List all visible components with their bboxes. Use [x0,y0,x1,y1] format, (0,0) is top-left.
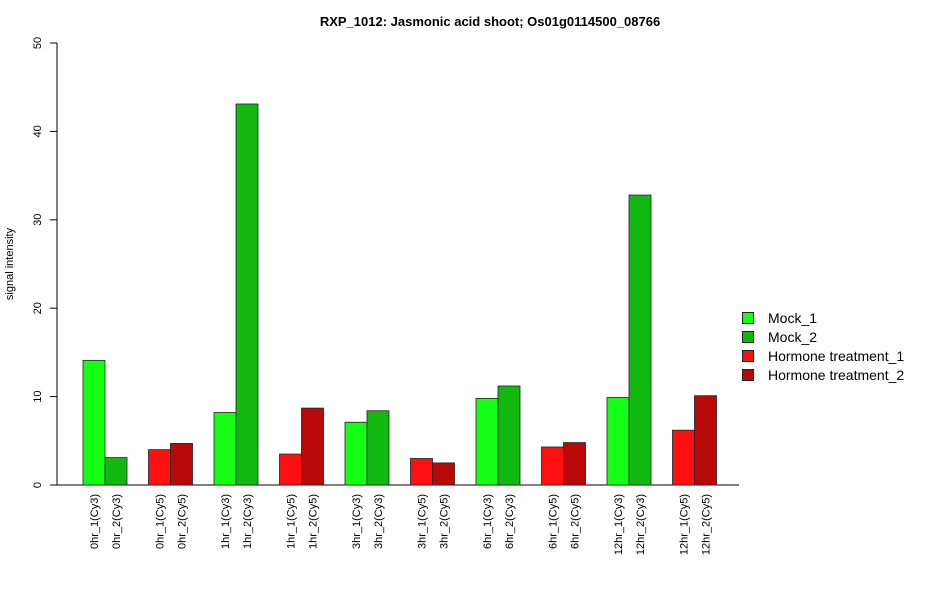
x-tick-label: 3hr_2(Cy3) [373,494,385,549]
x-tick-label: 1hr_2(Cy5) [308,494,320,549]
legend-swatch [742,349,754,362]
bar-12hr_1(Cy3) [606,397,630,486]
bar-12hr_1(Cy5) [672,429,695,486]
legend-item-hormone-2: Hormone treatment_2 [742,365,904,384]
x-tick-label: 12hr_2(Cy5) [701,494,713,555]
y-tick-label: 0 [32,482,44,488]
legend-label: Hormone treatment_1 [768,347,905,364]
y-tick-label: 10 [32,390,44,402]
bar-0hr_2(Cy3) [104,457,128,486]
legend-swatch [742,330,754,343]
bar-3hr_1(Cy5) [410,458,433,486]
bar-6hr_1(Cy5) [541,446,564,486]
bar-12hr_2(Cy3) [628,194,652,486]
x-tick-label: 3hr_2(Cy5) [439,494,451,549]
bar-0hr_1(Cy5) [148,449,171,486]
bar-1hr_2(Cy5) [301,407,324,486]
x-tick-label: 6hr_1(Cy5) [548,494,560,549]
legend-label: Mock_1 [768,309,818,326]
legend-swatch [742,311,754,324]
x-tick-label: 6hr_1(Cy3) [482,494,494,549]
bar-1hr_1(Cy3) [213,412,237,486]
x-tick-label: 1hr_1(Cy5) [286,494,298,549]
bar-1hr_1(Cy5) [279,453,302,486]
x-tick-label: 0hr_2(Cy5) [177,494,189,549]
y-tick-label: 30 [32,214,44,226]
bar-6hr_1(Cy3) [475,397,499,486]
bar-0hr_2(Cy5) [170,443,193,486]
bar-3hr_1(Cy3) [344,421,368,486]
legend-item-mock-2: Mock_2 [742,327,904,346]
x-tick-label: 0hr_1(Cy5) [155,494,167,549]
legend-item-hormone-1: Hormone treatment_1 [742,346,904,365]
y-tick-label: 20 [32,302,44,314]
x-tick-label: 12hr_2(Cy3) [635,494,647,555]
bar-0hr_1(Cy3) [82,359,106,486]
x-tick-label: 6hr_2(Cy5) [570,494,582,549]
x-tick-label: 3hr_1(Cy5) [417,494,429,549]
y-tick-label: 40 [32,125,44,137]
bar-6hr_2(Cy3) [497,385,521,486]
legend-label: Hormone treatment_2 [768,366,905,383]
bar-3hr_2(Cy5) [432,462,455,486]
x-tick-label: 1hr_1(Cy3) [220,494,232,549]
x-tick-label: 6hr_2(Cy3) [504,494,516,549]
x-tick-label: 12hr_1(Cy5) [679,494,691,555]
legend-swatch [742,368,754,381]
legend-item-mock-1: Mock_1 [742,308,904,327]
y-tick-label: 50 [32,37,44,49]
chart-title: RXP_1012: Jasmonic acid shoot; Os01g0114… [320,14,660,29]
legend-label: Mock_2 [768,328,818,345]
bar-3hr_2(Cy3) [366,410,390,486]
bar-1hr_2(Cy3) [235,103,259,486]
x-tick-label: 0hr_2(Cy3) [111,494,123,549]
bar-12hr_2(Cy5) [694,395,717,486]
x-tick-label: 12hr_1(Cy3) [613,494,625,555]
x-tick-label: 1hr_2(Cy3) [242,494,254,549]
x-tick-label: 0hr_1(Cy3) [89,494,101,549]
y-axis-label: signal intensity [4,227,16,300]
legend: Mock_1 Mock_2 Hormone treatment_1 Hormon… [742,308,904,384]
x-tick-label: 3hr_1(Cy3) [351,494,363,549]
bar-6hr_2(Cy5) [563,442,586,486]
